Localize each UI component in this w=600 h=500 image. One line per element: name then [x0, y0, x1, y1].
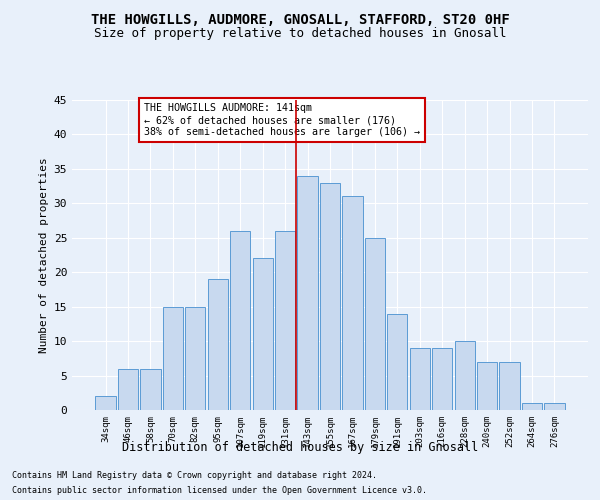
- Bar: [253, 258, 273, 410]
- Bar: [387, 314, 407, 410]
- Bar: [544, 403, 565, 410]
- Bar: [343, 196, 362, 410]
- Text: THE HOWGILLS, AUDMORE, GNOSALL, STAFFORD, ST20 0HF: THE HOWGILLS, AUDMORE, GNOSALL, STAFFORD…: [91, 12, 509, 26]
- Bar: [499, 362, 520, 410]
- Bar: [275, 231, 295, 410]
- Bar: [522, 403, 542, 410]
- Text: THE HOWGILLS AUDMORE: 141sqm
← 62% of detached houses are smaller (176)
38% of s: THE HOWGILLS AUDMORE: 141sqm ← 62% of de…: [144, 104, 420, 136]
- Text: Contains HM Land Registry data © Crown copyright and database right 2024.: Contains HM Land Registry data © Crown c…: [12, 471, 377, 480]
- Text: Distribution of detached houses by size in Gnosall: Distribution of detached houses by size …: [122, 441, 478, 454]
- Bar: [140, 368, 161, 410]
- Bar: [298, 176, 317, 410]
- Y-axis label: Number of detached properties: Number of detached properties: [40, 157, 49, 353]
- Text: Contains public sector information licensed under the Open Government Licence v3: Contains public sector information licen…: [12, 486, 427, 495]
- Bar: [95, 396, 116, 410]
- Bar: [163, 306, 183, 410]
- Bar: [455, 341, 475, 410]
- Bar: [185, 306, 205, 410]
- Bar: [477, 362, 497, 410]
- Bar: [365, 238, 385, 410]
- Bar: [118, 368, 138, 410]
- Text: Size of property relative to detached houses in Gnosall: Size of property relative to detached ho…: [94, 28, 506, 40]
- Bar: [320, 182, 340, 410]
- Bar: [432, 348, 452, 410]
- Bar: [230, 231, 250, 410]
- Bar: [208, 279, 228, 410]
- Bar: [410, 348, 430, 410]
